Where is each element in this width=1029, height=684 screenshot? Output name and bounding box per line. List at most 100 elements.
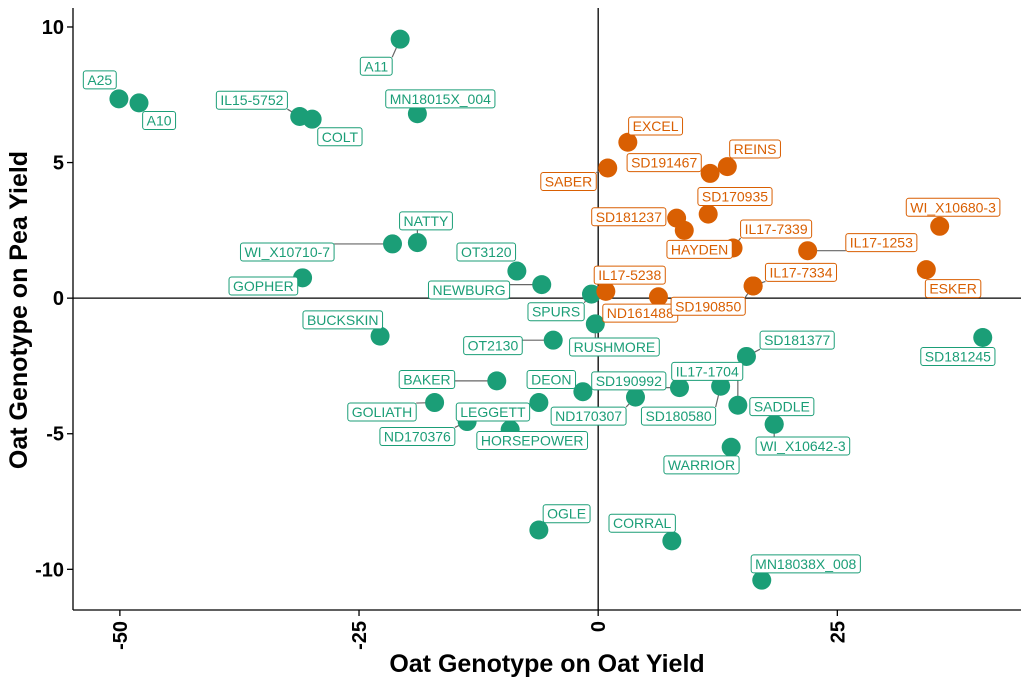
label-natty: NATTY xyxy=(399,211,453,231)
label-text: EXCEL xyxy=(633,118,679,134)
label-box xyxy=(593,265,666,285)
label-text: ND170376 xyxy=(384,428,451,444)
reference-lines xyxy=(73,8,1021,610)
label-text: HORSEPOWER xyxy=(481,433,584,449)
point-ot2130 xyxy=(543,330,563,350)
label-box xyxy=(228,276,299,296)
label-text: GOLIATH xyxy=(352,404,412,420)
label-box xyxy=(347,402,417,422)
point-corral xyxy=(662,531,682,551)
label-text: WARRIOR xyxy=(668,457,735,473)
label-box xyxy=(924,279,982,299)
label-box xyxy=(628,116,684,136)
label-nd161488: ND161488 xyxy=(602,303,679,323)
label-text: SADDLE xyxy=(754,399,810,415)
label-text: SD190992 xyxy=(596,373,662,389)
label-text: ND170307 xyxy=(555,408,622,424)
point-sd181377 xyxy=(736,346,756,366)
label-box xyxy=(591,207,667,227)
label-corral: CORRAL xyxy=(608,513,676,533)
point-warrior xyxy=(721,437,741,457)
y-tick-label: -5 xyxy=(46,424,64,446)
label-text: SD170935 xyxy=(702,188,768,204)
label-sd181377: SD181377 xyxy=(759,330,835,350)
point-il17-1253 xyxy=(798,241,818,261)
label-sd181245: SD181245 xyxy=(920,346,996,366)
label-text: OGLE xyxy=(547,506,586,522)
label-box xyxy=(755,436,851,456)
point-a10 xyxy=(129,93,149,113)
point-excel xyxy=(618,132,638,152)
label-sd190992: SD190992 xyxy=(591,371,667,391)
x-tick-label: 25 xyxy=(827,621,849,643)
x-axis-title: Oat Genotype on Oat Yield xyxy=(389,650,704,678)
label-il17-7339: IL17-7339 xyxy=(740,219,813,239)
point-a11 xyxy=(390,29,410,49)
label-box xyxy=(905,197,1001,217)
label-box xyxy=(455,402,531,422)
label-text: IL17-1704 xyxy=(676,363,739,379)
label-nd170376: ND170376 xyxy=(379,426,456,446)
label-esker: ESKER xyxy=(924,279,982,299)
label-text: IL17-5238 xyxy=(598,267,661,283)
label-nd170307: ND170307 xyxy=(550,406,627,426)
point-saber xyxy=(598,158,618,178)
point-sd180580 xyxy=(711,376,731,396)
label-box xyxy=(399,211,453,231)
label-box xyxy=(569,337,660,357)
label-sd181237: SD181237 xyxy=(591,207,667,227)
label-sd190850: SD190850 xyxy=(670,296,746,316)
point-newburg xyxy=(532,275,552,295)
label-text: REINS xyxy=(734,141,777,157)
point-sd181245 xyxy=(973,327,993,347)
label-excel: EXCEL xyxy=(628,116,684,136)
point-sd170935 xyxy=(698,204,718,224)
label-box xyxy=(740,219,813,239)
point-reins xyxy=(717,157,737,177)
label-text: A25 xyxy=(87,72,112,88)
point-hayden xyxy=(674,220,694,240)
label-deon: DEON xyxy=(526,370,577,390)
label-box xyxy=(670,296,746,316)
y-tick-label: 5 xyxy=(53,153,64,175)
y-tick-label: 0 xyxy=(53,288,64,310)
label-goliath: GOLIATH xyxy=(347,402,417,422)
label-text: CORRAL xyxy=(613,515,672,531)
label-reins: REINS xyxy=(729,139,781,159)
label-box xyxy=(542,504,591,524)
label-box xyxy=(640,406,717,426)
label-box xyxy=(82,70,117,90)
point-colt xyxy=(302,109,322,129)
label-il17-7334: IL17-7334 xyxy=(764,262,838,282)
point-deon xyxy=(573,382,593,402)
point-ogle xyxy=(529,520,549,540)
label-saber: SABER xyxy=(540,172,597,192)
point-spurs xyxy=(581,284,601,304)
label-box xyxy=(750,554,861,574)
point-goliath xyxy=(425,393,445,413)
label-text: WI_X10680-3 xyxy=(910,199,996,215)
label-box xyxy=(456,242,517,262)
label-text: NEWBURG xyxy=(432,282,505,298)
label-box xyxy=(759,330,835,350)
label-text: BAKER xyxy=(403,372,450,388)
label-sd180580: SD180580 xyxy=(640,406,717,426)
label-box xyxy=(398,370,456,390)
label-text: SD180580 xyxy=(645,408,711,424)
label-text: HAYDEN xyxy=(671,241,728,257)
point-ot3120 xyxy=(507,261,527,281)
label-mn18015x-004: MN18015X_004 xyxy=(385,89,496,109)
label-il17-1704: IL17-1704 xyxy=(671,361,744,381)
label-text: OT2130 xyxy=(468,338,519,354)
label-wi-x10710-7: WI_X10710-7 xyxy=(239,242,335,262)
point-sd191467 xyxy=(700,163,720,183)
label-warrior: WARRIOR xyxy=(663,455,740,475)
label-box xyxy=(239,242,335,262)
point-labels: A11 A25 A10 IL15-5752 COLT MN18015X_004 NATTY W… xyxy=(82,56,1001,574)
label-text: RUSHMORE xyxy=(574,339,656,355)
label-box xyxy=(385,89,496,109)
label-text: IL17-7334 xyxy=(769,264,832,280)
label-box xyxy=(626,153,702,173)
label-il17-1253: IL17-1253 xyxy=(845,233,918,253)
